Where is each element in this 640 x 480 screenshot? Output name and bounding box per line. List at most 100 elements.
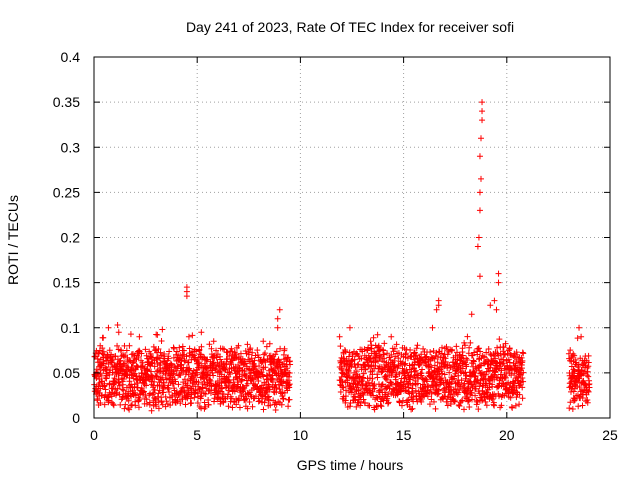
data-point [286,384,293,391]
data-point [185,359,192,366]
data-point [495,383,502,390]
data-point [181,357,188,364]
data-point [138,350,145,357]
data-point [520,350,527,357]
y-tick-label: 0.15 [53,275,80,291]
data-point [214,359,221,366]
data-point [494,344,501,351]
data-point [346,349,353,356]
data-point [116,358,123,365]
data-point [519,357,526,364]
data-point [467,339,474,346]
data-point [236,404,243,411]
data-point [162,393,169,400]
data-point [480,371,487,378]
data-point [516,391,523,398]
data-point [225,403,232,410]
data-point [260,338,267,345]
data-point [226,379,233,386]
data-point [509,404,516,411]
data-point [106,347,113,354]
data-point [430,398,437,405]
data-point [181,376,188,383]
data-point [568,363,575,370]
data-point [348,357,355,364]
data-point [407,373,414,380]
data-point [425,356,432,363]
data-point [390,348,397,355]
data-point [119,386,126,393]
data-point [366,402,373,409]
data-point [179,343,186,350]
data-point [224,349,231,356]
data-point [342,348,349,355]
data-point [195,379,202,386]
y-tick-label: 0.05 [53,365,80,381]
data-point [104,366,111,373]
data-point [210,338,217,345]
data-point [262,350,269,357]
data-point [341,347,348,354]
y-tick-labels: 0 0.05 0.1 0.15 0.2 0.25 0.3 0.35 0.4 [53,49,80,426]
data-point [101,380,108,387]
data-point [274,324,281,331]
data-point [233,401,240,408]
data-point [109,369,116,376]
data-point [181,388,188,395]
data-point [280,351,287,358]
data-point [196,403,203,410]
data-point [402,350,409,357]
data-point [255,377,262,384]
data-point [110,402,117,409]
data-point [482,371,489,378]
data-point [123,347,130,354]
data-point [284,365,291,372]
data-point [475,406,482,413]
data-point [177,400,184,407]
data-point [213,354,220,361]
data-point [456,387,463,394]
data-point [463,363,470,370]
data-point [472,392,479,399]
data-point [454,356,461,363]
data-point [128,371,135,378]
data-point [183,293,190,300]
x-tick-label: 5 [193,427,201,443]
data-point [469,352,476,359]
data-point [192,381,199,388]
data-point [172,378,179,385]
data-point [358,355,365,362]
data-point [409,405,416,412]
data-point [567,347,574,354]
data-point [416,362,423,369]
data-point [219,345,226,352]
data-point [424,378,431,385]
data-point [340,370,347,377]
data-point [483,349,490,356]
data-point [344,379,351,386]
data-point [158,376,165,383]
data-point [418,370,425,377]
data-point [481,353,488,360]
data-point [511,370,518,377]
data-point [579,402,586,409]
data-point [439,370,446,377]
data-point [251,357,258,364]
data-point [512,402,519,409]
data-point [193,348,200,355]
data-point [105,397,112,404]
data-point [471,349,478,356]
data-point [260,373,267,380]
data-point [242,360,249,367]
data-point [507,394,514,401]
data-point [135,397,142,404]
data-point [425,383,432,390]
data-point [479,99,486,106]
data-point [116,382,123,389]
data-point [383,374,390,381]
data-point [480,376,487,383]
data-point [380,347,387,354]
data-point [120,353,127,360]
data-point [202,391,209,398]
